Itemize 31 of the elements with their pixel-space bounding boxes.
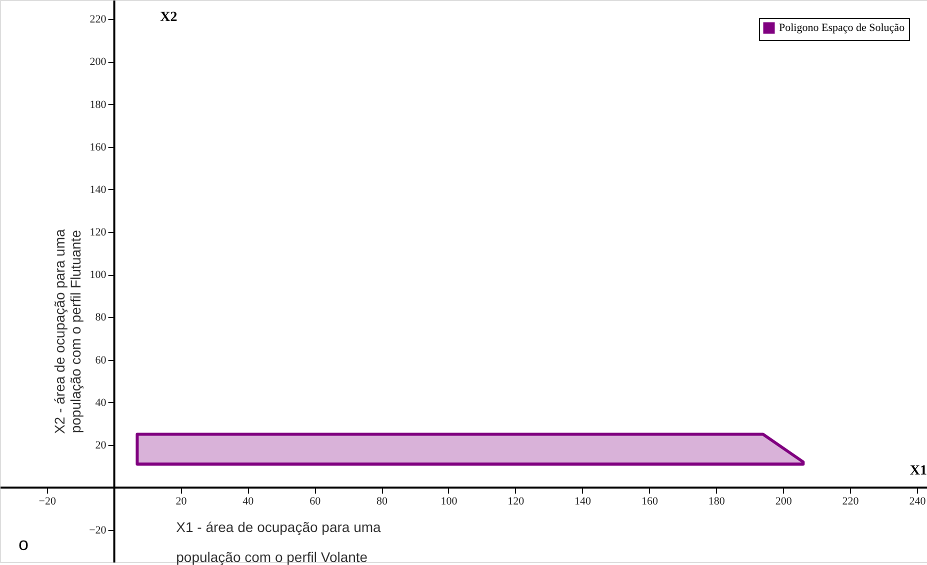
x-tick-label: 120	[508, 496, 525, 508]
y-axis-title: X2 - área de ocupação para uma população com o perfil Flutuante	[51, 229, 84, 434]
legend-label: Poligono Espaço de Solução	[779, 22, 906, 34]
y-tick-label: 40	[95, 396, 107, 409]
x-axis-title: X1 - área de ocupação para uma população com o perfil Volante	[176, 519, 382, 565]
y-tick-label: 160	[90, 141, 107, 154]
y-tick-label: 20	[95, 439, 107, 452]
x-tick-label: 220	[842, 496, 860, 508]
x-tick-label: 200	[775, 496, 792, 508]
annotation: X1	[910, 464, 927, 479]
x-tick-label: 160	[641, 496, 658, 508]
y-tick-label: 180	[90, 98, 107, 111]
y-tick-label: 60	[95, 354, 107, 366]
annotation: X2	[160, 10, 178, 25]
annotation: o	[18, 534, 29, 554]
x-tick-label: 240	[909, 496, 926, 508]
x-tick-label: 20	[176, 496, 188, 508]
x-tick-label: 100	[440, 496, 458, 508]
y-tick-label: 200	[90, 56, 107, 68]
x-tick-label: 60	[310, 496, 322, 508]
y-tick-label: 140	[90, 184, 107, 196]
y-tick-label: −20	[89, 524, 107, 537]
x-tick-label: 140	[574, 496, 592, 508]
x-tick-label: −20	[38, 496, 56, 508]
x-tick-label: 80	[376, 496, 388, 508]
y-tick-label: 100	[90, 269, 107, 282]
x-tick-label: 40	[242, 496, 254, 508]
y-tick-label: 80	[95, 312, 107, 324]
y-tick-label: 220	[90, 14, 107, 26]
x-tick-label: 180	[708, 496, 726, 508]
y-tick-label: 120	[90, 226, 107, 239]
